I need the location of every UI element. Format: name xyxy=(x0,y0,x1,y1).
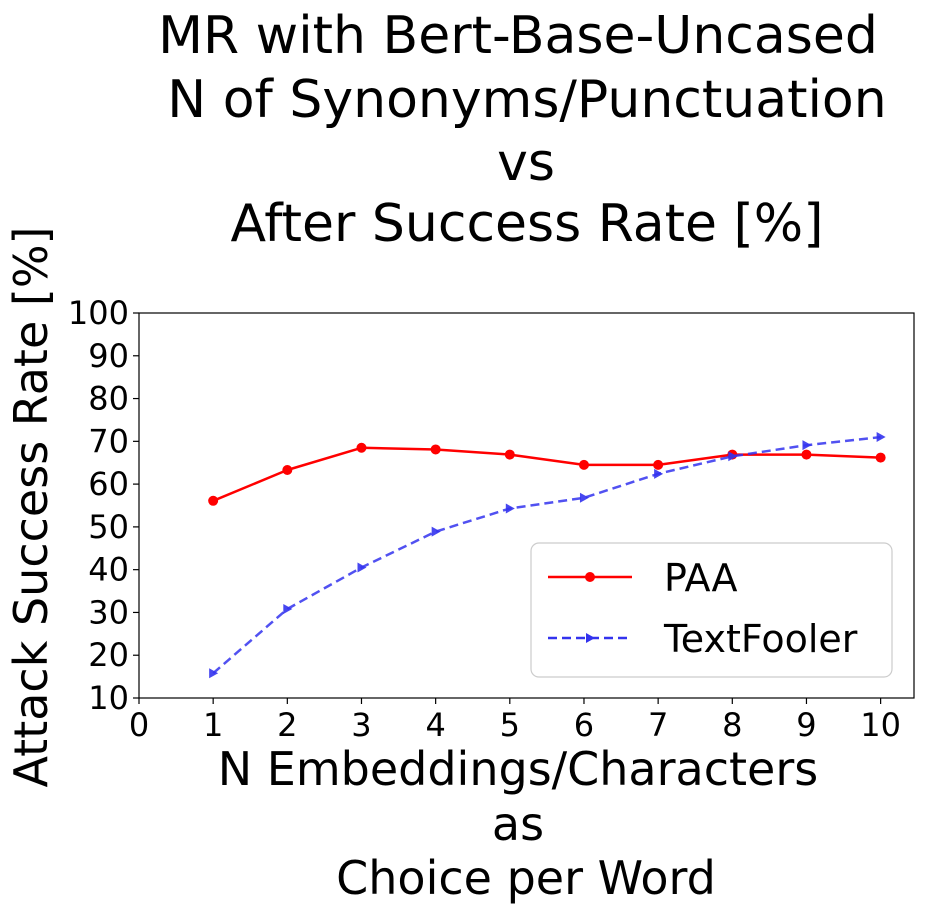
y-tick-label: 30 xyxy=(88,593,129,631)
series-layer xyxy=(208,432,886,679)
x-tick-label: 9 xyxy=(796,706,816,744)
data-point-textfooler xyxy=(431,526,441,537)
y-tick-label: 80 xyxy=(88,380,129,418)
legend-marker-textfooler xyxy=(586,633,595,643)
legend: PAA TextFooler xyxy=(530,542,893,678)
data-point-paa xyxy=(504,449,515,460)
data-point-paa xyxy=(430,444,441,455)
chart-title-line-1: MR with Bert-Base-Uncased xyxy=(158,6,878,66)
series-line-textfooler xyxy=(212,435,881,675)
data-point-textfooler xyxy=(283,604,293,615)
data-point-textfooler xyxy=(728,451,738,462)
chart-title-line-4: After Success Rate [%] xyxy=(231,194,824,254)
legend-marker-paa xyxy=(585,572,595,582)
legend-label-paa: PAA xyxy=(664,556,738,600)
y-tick-label: 20 xyxy=(88,636,129,674)
x-tick-label: 4 xyxy=(425,706,445,744)
y-tick-label: 100 xyxy=(68,294,129,332)
data-point-paa xyxy=(282,464,293,475)
data-point-textfooler xyxy=(654,468,664,479)
y-axis-ticks: 10 20 30 40 50 60 70 80 90 100 xyxy=(68,294,139,717)
x-tick-label: 8 xyxy=(722,706,742,744)
x-tick-label: 7 xyxy=(648,706,668,744)
data-point-textfooler xyxy=(876,432,886,443)
data-point-paa xyxy=(208,495,219,506)
x-axis-label-line-2: as xyxy=(492,797,544,851)
y-tick-label: 40 xyxy=(88,551,129,589)
y-tick-label: 60 xyxy=(88,465,129,503)
x-axis-ticks: 0 1 2 3 4 5 6 7 8 9 10 xyxy=(129,698,901,744)
data-point-paa xyxy=(653,459,664,470)
series-line-paa xyxy=(212,446,881,502)
x-tick-label: 6 xyxy=(574,706,594,744)
x-tick-label: 1 xyxy=(203,706,223,744)
chart-title-line-3: vs xyxy=(497,133,555,193)
y-tick-label: 90 xyxy=(88,337,129,375)
x-tick-label: 5 xyxy=(500,706,520,744)
data-point-paa xyxy=(356,442,367,453)
y-tick-label: 50 xyxy=(88,508,129,546)
chart-title: MR with Bert-Base-Uncased N of Synonyms/… xyxy=(158,6,887,254)
x-tick-label: 2 xyxy=(277,706,297,744)
data-point-textfooler xyxy=(579,492,589,503)
x-axis-label-line-1: N Embeddings/Characters xyxy=(218,742,818,796)
plot-area xyxy=(138,312,915,699)
y-tick-label: 10 xyxy=(88,679,129,717)
x-axis-label-line-3: Choice per Word xyxy=(336,851,716,905)
chart-title-line-2: N of Synonyms/Punctuation xyxy=(167,70,886,130)
data-point-paa xyxy=(578,459,589,470)
data-point-textfooler xyxy=(357,562,367,573)
data-point-textfooler xyxy=(505,503,515,514)
x-tick-label: 0 xyxy=(129,706,149,744)
x-tick-label: 3 xyxy=(351,706,371,744)
y-axis-label: Attack Success Rate [%] xyxy=(4,227,58,788)
data-point-textfooler xyxy=(802,440,812,451)
x-axis-label: N Embeddings/Characters as Choice per Wo… xyxy=(218,742,818,905)
data-point-paa xyxy=(875,452,886,463)
y-tick-label: 70 xyxy=(88,422,129,460)
x-tick-label: 10 xyxy=(860,706,901,744)
legend-label-textfooler: TextFooler xyxy=(663,617,858,661)
data-point-paa xyxy=(801,449,812,460)
data-point-textfooler xyxy=(209,668,219,679)
